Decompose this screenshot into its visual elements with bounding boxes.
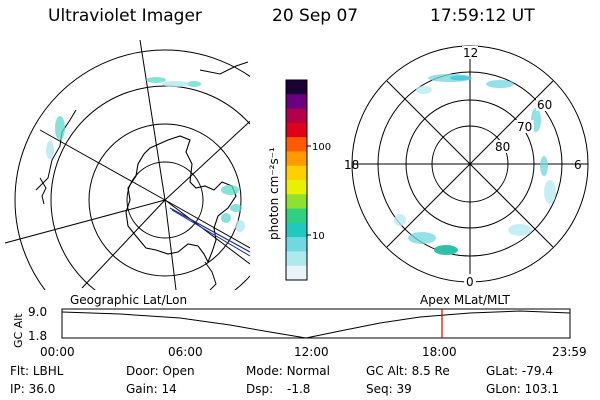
- geographic-map: [4, 40, 251, 290]
- door-label: Door:: [126, 364, 159, 378]
- glon-value: 103.1: [524, 382, 559, 396]
- filter-label: Flt:: [10, 364, 29, 378]
- colorbar-unit-label: photon cm⁻²s⁻¹: [267, 147, 281, 240]
- altitude-tick-low: 1.8: [28, 329, 47, 343]
- glon-label: GLon:: [486, 382, 521, 396]
- dsp-value: -1.8: [286, 382, 311, 396]
- colorbar-swatch: [286, 122, 307, 138]
- gain-label: Gain:: [126, 382, 158, 396]
- mlt-label-dawn: 6: [574, 158, 582, 172]
- lat-label-80: 80: [495, 140, 510, 154]
- seq-label: Seq:: [366, 382, 393, 396]
- mode-info: Mode: Normal: [246, 364, 330, 378]
- seq-info: Seq: 39: [366, 382, 412, 396]
- colorbar-tick-100: 100: [312, 142, 331, 153]
- dsp-label: Dsp:: [246, 382, 274, 396]
- glat-label: GLat:: [486, 364, 519, 378]
- mode-label: Mode:: [246, 364, 283, 378]
- left-projection-label: Geographic Lat/Lon: [70, 293, 188, 307]
- altitude-timeline: GC Alt 9.0 1.8: [12, 305, 571, 348]
- mlt-label-midnight: 0: [466, 275, 474, 289]
- colorbar-swatch: [286, 265, 307, 281]
- gain-info: Gain: 14: [126, 382, 177, 396]
- time-tick-0000: 00:00: [40, 345, 75, 359]
- ip-value: 36.0: [28, 382, 56, 396]
- colorbar-swatch: [286, 180, 307, 195]
- colorbar-swatch: [286, 165, 307, 181]
- mode-value: Normal: [286, 364, 330, 378]
- glon-info: GLon: 103.1: [486, 382, 559, 396]
- observation-date: 20 Sep 07: [272, 6, 359, 26]
- time-tick-1800: 18:00: [422, 345, 457, 359]
- colorbar-swatch: [286, 194, 307, 210]
- filter-info: Flt: LBHL: [10, 364, 63, 378]
- altitude-tick-high: 9.0: [28, 305, 47, 319]
- colorbar-swatch: [286, 237, 307, 252]
- colorbar-swatch: [286, 251, 307, 267]
- door-info: Door: Open: [126, 364, 195, 378]
- altitude-axis-label: GC Alt: [12, 313, 25, 348]
- colorbar-tick-10: 10: [312, 231, 325, 242]
- colorbar-swatch: [286, 151, 307, 167]
- magnetic-polar-plot: 12 0 18 6 60 70 80: [344, 45, 589, 289]
- gain-value: 14: [161, 382, 177, 396]
- time-tick-2359: 23:59: [552, 345, 587, 359]
- glat-info: GLat: -79.4: [486, 364, 553, 378]
- observation-time: 17:59:12 UT: [430, 6, 535, 26]
- lat-label-60: 60: [537, 98, 552, 112]
- door-value: Open: [162, 364, 195, 378]
- mlt-label-noon: 12: [463, 46, 478, 60]
- colorbar-swatch: [286, 80, 307, 95]
- time-tick-0600: 06:00: [168, 345, 203, 359]
- dsp-info: Dsp: -1.8: [246, 382, 310, 396]
- glat-value: -79.4: [521, 364, 553, 378]
- instrument-title: Ultraviolet Imager: [48, 6, 202, 26]
- ip-info: IP: 36.0: [10, 382, 55, 396]
- mlt-label-dusk: 18: [344, 158, 359, 172]
- right-projection-label: Apex MLat/MLT: [420, 293, 510, 307]
- colorbar: 100 10 photon cm⁻²s⁻¹: [267, 79, 331, 281]
- gc-alt-info: GC Alt: 8.5 Re: [366, 364, 450, 378]
- gc-alt-value: 8.5 Re: [411, 364, 450, 378]
- lat-label-70: 70: [517, 120, 532, 134]
- time-tick-1200: 12:00: [294, 345, 329, 359]
- filter-value: LBHL: [32, 364, 64, 378]
- colorbar-swatch: [286, 222, 307, 238]
- seq-value: 39: [396, 382, 412, 396]
- gc-alt-label: GC Alt:: [366, 364, 408, 378]
- colorbar-swatch: [286, 137, 307, 152]
- colorbar-swatch: [286, 208, 307, 224]
- colorbar-swatch: [286, 94, 307, 110]
- colorbar-swatch: [286, 108, 307, 124]
- ip-label: IP:: [10, 382, 25, 396]
